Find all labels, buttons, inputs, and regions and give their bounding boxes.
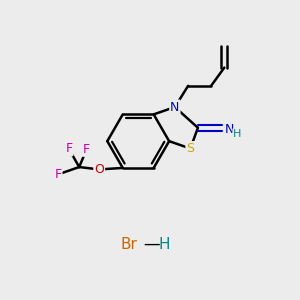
Text: O: O: [94, 163, 104, 176]
Text: S: S: [186, 142, 194, 155]
Text: F: F: [65, 142, 72, 155]
Text: H: H: [233, 129, 242, 139]
Text: F: F: [54, 168, 61, 181]
Text: N: N: [225, 123, 234, 136]
Text: Br: Br: [121, 237, 138, 252]
Text: F: F: [83, 143, 90, 156]
Text: N: N: [170, 100, 180, 113]
Text: H: H: [159, 237, 170, 252]
Text: —: —: [143, 235, 160, 253]
